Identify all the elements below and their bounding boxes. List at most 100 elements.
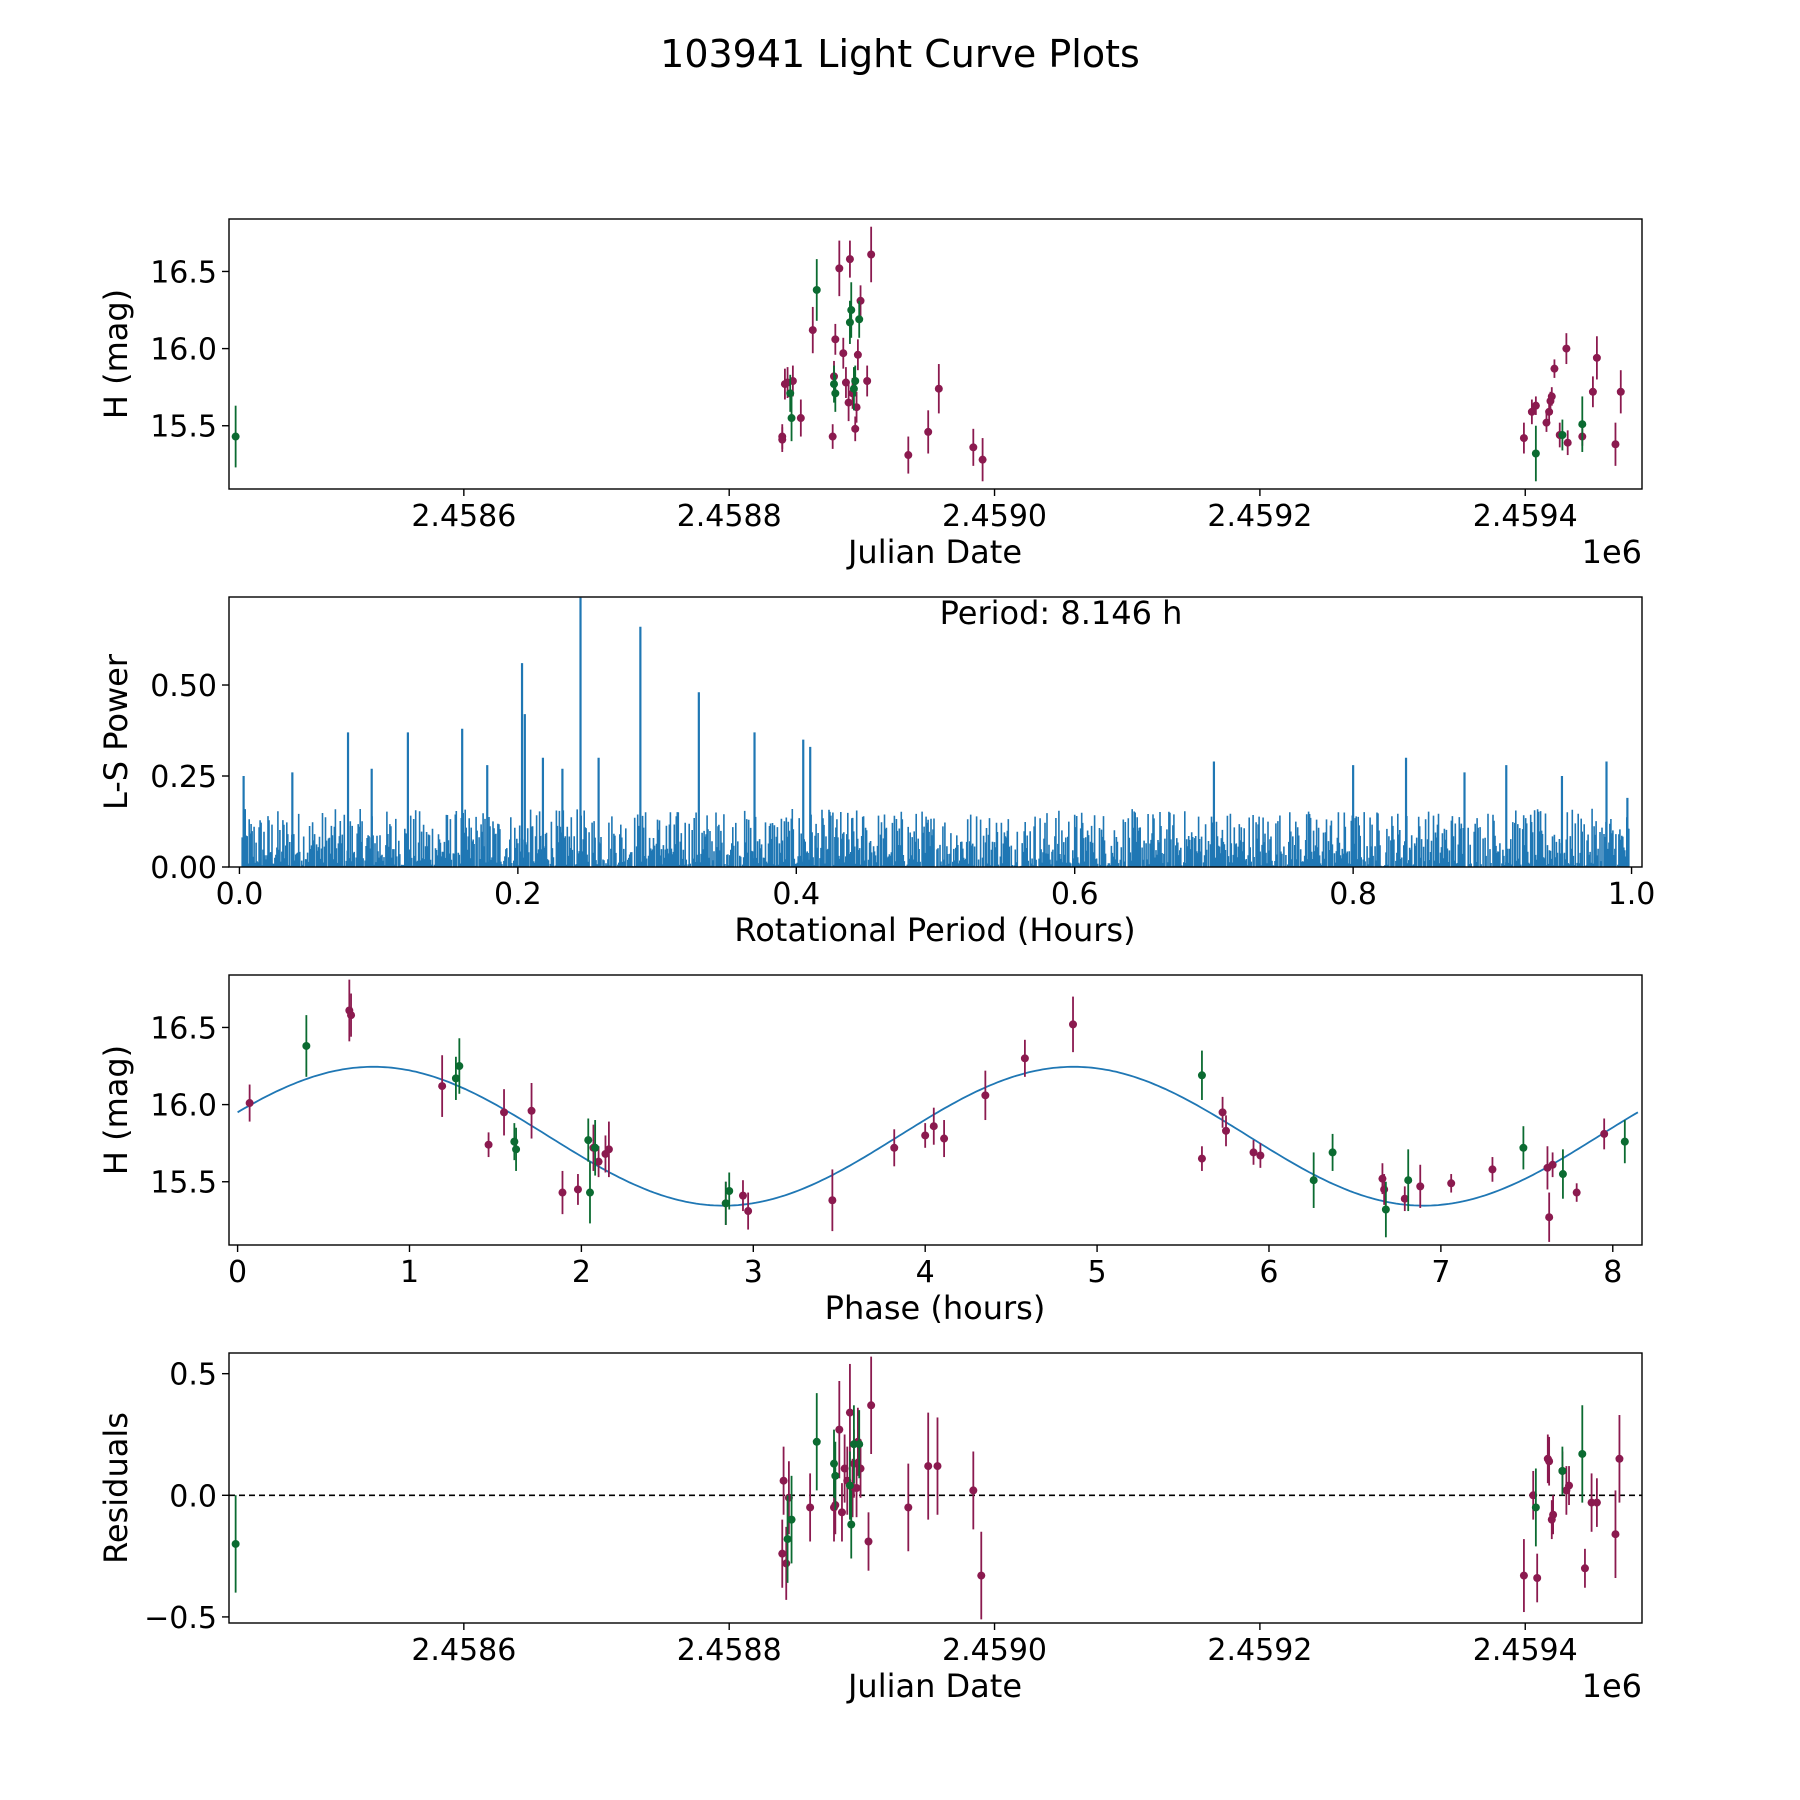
residuals-axes-frame [228, 1352, 1643, 1624]
phased-x-tick-label: 6 [1259, 1255, 1278, 1290]
residuals-green-point [1558, 1446, 1567, 1496]
residuals-x-offset-label: 1e6 [1582, 1667, 1642, 1705]
phased-red-point [738, 1180, 747, 1212]
raw-x-offset-label: 1e6 [1582, 533, 1642, 571]
phased-red-point [940, 1120, 949, 1158]
phased-red-point [1197, 1146, 1206, 1171]
phased-red-point [890, 1129, 899, 1167]
phased-green-point [584, 1118, 593, 1162]
residuals-red-point [1549, 1495, 1558, 1535]
phased-red-point [1416, 1164, 1425, 1208]
periodogram-ticks: 0.0 0.2 0.4 0.6 0.8 1.0 0.00 0.25 0.50 [150, 669, 1655, 912]
residuals-red-point [1545, 1436, 1554, 1486]
sinusoid-fit-line [237, 1065, 1639, 1207]
phased-green-point [1404, 1149, 1413, 1212]
residuals-green-point [783, 1495, 792, 1583]
periodogram-noise-line [241, 808, 1630, 867]
phased-green-point [512, 1127, 521, 1171]
phased-axes-frame [228, 974, 1643, 1246]
residuals-red-point [845, 1363, 854, 1462]
phased-red-point [1400, 1186, 1409, 1212]
residuals-red-point [835, 1380, 844, 1479]
phased-red-point [1256, 1143, 1265, 1168]
phased-green-point [1519, 1126, 1528, 1170]
phased-x-tick-label: 0 [228, 1255, 247, 1290]
phased-green-point [1309, 1152, 1318, 1208]
phased-red-point [1488, 1157, 1497, 1182]
residuals-green-point [812, 1393, 821, 1491]
phased-red-point [594, 1146, 603, 1178]
periodogram-x-tick-label: 0.2 [494, 877, 542, 912]
raw-red-point [978, 438, 987, 482]
raw-red-point [845, 240, 854, 278]
raw-green-point [1531, 425, 1540, 482]
raw-green-point [847, 282, 856, 338]
raw-red-point [867, 226, 876, 283]
raw-x-tick-label: 2.4586 [411, 499, 516, 534]
raw-data-marks [231, 226, 1625, 482]
raw-red-point [1531, 396, 1540, 415]
raw-y-tick-label: 16.0 [150, 333, 217, 368]
raw-ticks: 2.4586 2.4588 2.4590 2.4592 2.4594 15.5 16.0 16… [150, 255, 1578, 534]
phased-red-point [1600, 1118, 1609, 1150]
raw-green-point [831, 374, 840, 412]
raw-red-point [1563, 430, 1572, 456]
periodogram-x-tick-label: 0.6 [1051, 877, 1099, 912]
phased-green-point [1197, 1050, 1206, 1100]
raw-y-tick-label: 16.5 [150, 255, 217, 290]
residuals-x-tick-label: 2.4590 [942, 1633, 1047, 1668]
phased-data-marks [237, 979, 1639, 1242]
raw-red-point [796, 399, 805, 437]
raw-green-point [787, 394, 796, 442]
phased-x-tick-label: 5 [1088, 1255, 1107, 1290]
phased-green-point [451, 1056, 460, 1100]
residuals-red-point [1519, 1539, 1528, 1613]
phased-green-point [585, 1161, 594, 1224]
phased-red-point [929, 1107, 938, 1145]
periodogram-axes-frame [228, 596, 1643, 868]
raw-y-axis-label: H (mag) [97, 289, 135, 419]
phased-x-tick-label: 8 [1603, 1255, 1622, 1290]
phased-green-point [1328, 1133, 1337, 1171]
phased-red-point [500, 1089, 509, 1136]
raw-red-point [839, 337, 848, 369]
phased-red-point [1020, 1039, 1029, 1077]
phased-red-point [527, 1083, 536, 1139]
phased-red-point [1572, 1183, 1581, 1202]
raw-x-tick-label: 2.4588 [677, 499, 782, 534]
phased-red-point [921, 1123, 930, 1148]
residuals-red-point [778, 1519, 787, 1588]
residuals-red-point [806, 1473, 815, 1542]
residuals-red-point [924, 1412, 933, 1520]
raw-red-point [856, 285, 865, 317]
raw-x-tick-label: 2.4594 [1473, 499, 1578, 534]
residuals-red-point [1547, 1500, 1556, 1540]
raw-axes-frame [228, 218, 1643, 490]
residuals-x-tick-label: 2.4588 [677, 1633, 782, 1668]
raw-x-tick-label: 2.4592 [1207, 499, 1312, 534]
phased-green-point [1558, 1149, 1567, 1199]
periodogram-marks [241, 597, 1630, 867]
phased-green-point [510, 1123, 519, 1161]
phased-red-point [345, 979, 354, 1042]
phased-green-point [302, 1015, 311, 1077]
residual-data-marks [229, 1356, 1642, 1620]
residuals-green-point [831, 1441, 840, 1510]
raw-red-point [1527, 399, 1536, 425]
period-annotation: Period: 8.146 h [940, 594, 1183, 632]
raw-red-point [1547, 387, 1556, 406]
phased-red-point [1218, 1096, 1227, 1128]
residuals-red-point [864, 1512, 873, 1571]
raw-red-point [1611, 422, 1620, 466]
residuals-green-point [231, 1495, 240, 1593]
phased-red-point [1069, 996, 1078, 1053]
phased-red-point [573, 1174, 582, 1205]
raw-red-point [863, 365, 872, 397]
periodogram-y-axis-label: L-S Power [97, 653, 135, 810]
phased-red-point [1545, 1192, 1554, 1242]
raw-green-point [812, 259, 821, 321]
periodogram-x-tick-label: 0.0 [216, 877, 264, 912]
residuals-green-point [845, 1451, 854, 1520]
phased-green-point [1381, 1181, 1390, 1238]
residuals-red-point [969, 1451, 978, 1530]
